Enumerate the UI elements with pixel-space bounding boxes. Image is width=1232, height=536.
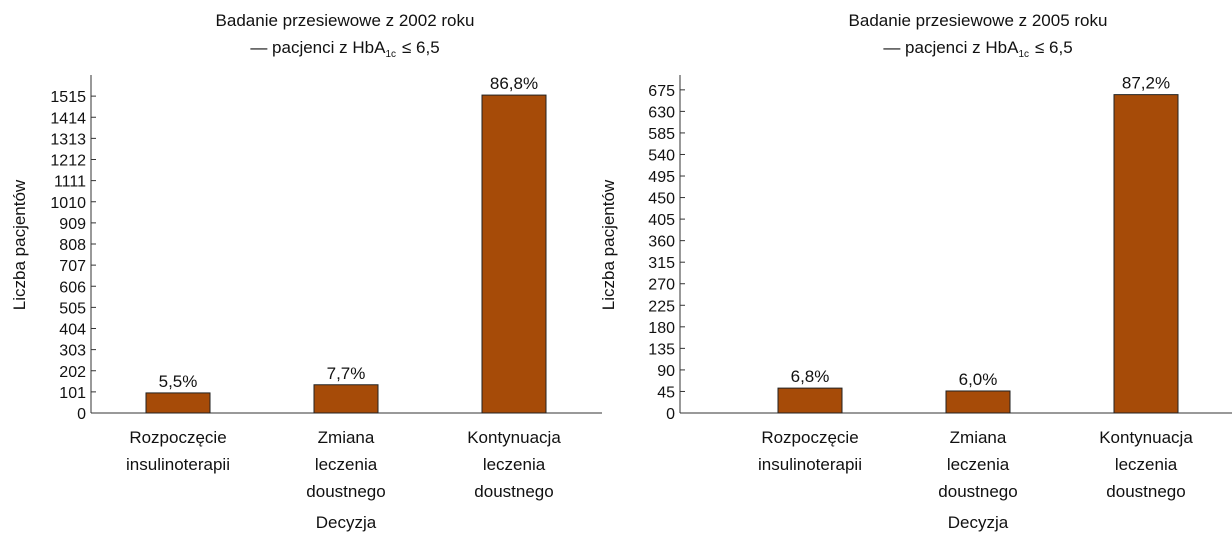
y-tick-label: 135 — [648, 341, 675, 358]
y-tick-label: 101 — [59, 385, 86, 402]
bar-annotation: 86,8% — [490, 74, 538, 93]
y-axis-label: Liczba pacjentów — [10, 179, 29, 310]
y-tick-label: 45 — [657, 384, 675, 401]
y-tick-label: 630 — [648, 104, 675, 121]
bar — [145, 392, 211, 414]
x-tick-label: Rozpoczęcie insulinoterapii — [758, 428, 862, 474]
y-tick-label: 808 — [59, 237, 86, 254]
y-tick-label: 1010 — [50, 195, 86, 212]
bar-annotation: 6,8% — [791, 367, 830, 386]
chart-subtitle: — pacjenci z HbA1c ≤ 6,5 — [250, 38, 439, 60]
y-tick-label: 404 — [59, 322, 86, 339]
y-tick-label: 225 — [648, 298, 675, 315]
x-axis-label: Decyzja — [316, 513, 377, 532]
y-tick-label: 450 — [648, 191, 675, 208]
y-tick-label: 675 — [648, 83, 675, 100]
x-tick-label: Kontynuacja leczenia doustnego — [1099, 428, 1193, 501]
bar — [1113, 94, 1179, 414]
y-tick-label: 180 — [648, 320, 675, 337]
y-axis-label: Liczba pacjentów — [599, 179, 618, 310]
y-tick-label: 505 — [59, 300, 86, 317]
y-tick-label: 585 — [648, 126, 675, 143]
bar — [313, 384, 379, 414]
subtitle-subscript: 1c — [385, 49, 396, 60]
bar-annotation: 5,5% — [159, 372, 198, 391]
y-tick-label: 1515 — [50, 89, 86, 106]
bar — [481, 94, 547, 414]
x-tick-label: Zmiana leczenia doustnego — [306, 428, 385, 501]
subtitle-part: — pacjenci z HbA — [883, 38, 1019, 57]
subtitle-part: — pacjenci z HbA — [250, 38, 386, 57]
y-tick-label: 1111 — [54, 174, 86, 191]
x-axis-label: Decyzja — [948, 513, 1009, 532]
chart-title: Badanie przesiewowe z 2005 roku — [849, 11, 1108, 30]
y-tick-label: 495 — [648, 169, 675, 186]
bar-annotation: 7,7% — [327, 364, 366, 383]
y-tick-label: 540 — [648, 147, 675, 164]
y-tick-label: 1414 — [50, 110, 86, 127]
chart-title: Badanie przesiewowe z 2002 roku — [216, 11, 475, 30]
y-tick-label: 270 — [648, 277, 675, 294]
y-tick-label: 1212 — [50, 153, 86, 170]
y-tick-label: 0 — [77, 406, 86, 423]
y-tick-label: 90 — [657, 363, 675, 380]
y-tick-label: 202 — [59, 364, 86, 381]
y-tick-label: 707 — [59, 258, 86, 275]
bar-annotation: 87,2% — [1122, 74, 1170, 93]
y-tick-label: 315 — [648, 255, 675, 272]
x-tick-label: Kontynuacja leczenia doustnego — [467, 428, 561, 501]
bar-annotation: 6,0% — [959, 370, 998, 389]
y-tick-label: 303 — [59, 343, 86, 360]
chart-subtitle: — pacjenci z HbA1c ≤ 6,5 — [883, 38, 1072, 60]
y-tick-label: 0 — [666, 406, 675, 423]
bar — [945, 390, 1011, 414]
y-tick-label: 606 — [59, 279, 86, 296]
y-tick-label: 909 — [59, 216, 86, 233]
subtitle-subscript: 1c — [1018, 49, 1029, 60]
y-tick-label: 360 — [648, 234, 675, 251]
subtitle-part: ≤ 6,5 — [402, 38, 440, 57]
y-tick-label: 1313 — [50, 131, 86, 148]
x-tick-label: Zmiana leczenia doustnego — [938, 428, 1017, 501]
y-tick-label: 405 — [648, 212, 675, 229]
subtitle-part: ≤ 6,5 — [1035, 38, 1073, 57]
bar — [777, 387, 843, 414]
x-tick-label: Rozpoczęcie insulinoterapii — [126, 428, 230, 474]
